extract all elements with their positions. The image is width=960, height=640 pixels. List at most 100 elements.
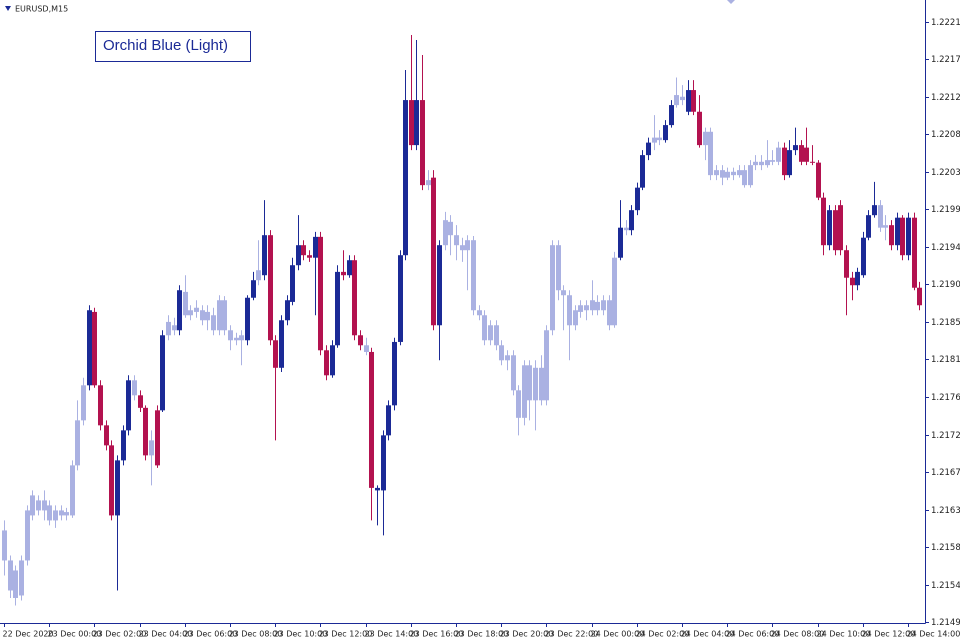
candle-body <box>205 311 210 321</box>
candle-body <box>595 301 600 311</box>
x-tick-label: 23 Dec 08:00 <box>229 630 283 639</box>
candle-body <box>138 395 143 408</box>
candle-body <box>256 270 261 281</box>
candle-body <box>635 187 640 211</box>
candle-body <box>833 210 838 251</box>
y-tick-label: 1.22080 <box>931 130 960 140</box>
candle-body <box>109 445 114 516</box>
y-tick-label: 1.21855 <box>931 318 960 328</box>
title-box <box>95 31 251 62</box>
x-tick-label: 23 Dec 20:00 <box>500 630 554 639</box>
x-tick-label: 23 Dec 06:00 <box>184 630 238 639</box>
candle-body <box>720 170 725 178</box>
candle-body <box>398 255 403 342</box>
candle-body <box>494 325 499 346</box>
candle-body <box>731 171 736 176</box>
candle-body <box>697 111 702 146</box>
y-tick-label: 1.21675 <box>931 468 960 478</box>
candle-body <box>578 305 583 312</box>
candle-body <box>188 310 193 316</box>
candle-body <box>251 280 256 298</box>
candle-body <box>160 335 165 411</box>
candle-body <box>511 355 516 391</box>
candle-body <box>87 310 92 386</box>
candle-body <box>753 161 758 166</box>
candle-body <box>431 177 436 326</box>
x-tick-label: 23 Dec 22:00 <box>545 630 599 639</box>
candle-body <box>13 570 18 598</box>
candle-body <box>861 237 866 276</box>
candle-body <box>607 300 612 326</box>
y-tick-label: 1.21630 <box>931 506 960 516</box>
candle-body <box>296 245 301 266</box>
candle-body <box>222 300 227 331</box>
candle-body <box>550 245 555 331</box>
x-tick-label: 24 Dec 10:00 <box>817 630 871 639</box>
candle-body <box>47 505 52 521</box>
candle-body <box>166 321 171 336</box>
candle-body <box>448 221 453 236</box>
x-tick-label: 24 Dec 00:00 <box>591 630 645 639</box>
candle-body <box>30 495 35 516</box>
candle-body <box>776 147 781 162</box>
x-tick-label: 24 Dec 06:00 <box>726 630 780 639</box>
candle-body <box>352 260 357 336</box>
candle-body <box>307 255 312 258</box>
y-tick-label: 1.22125 <box>931 93 960 103</box>
symbol-label: EURUSD,M15 <box>15 5 68 14</box>
candle-body <box>437 245 442 326</box>
candle-body <box>115 460 120 516</box>
candle-body <box>912 217 917 288</box>
candle-body <box>75 420 80 466</box>
candle-body <box>19 560 24 596</box>
x-tick-label: 23 Dec 10:00 <box>274 630 328 639</box>
candle-body <box>821 197 826 246</box>
candle-body <box>228 330 233 341</box>
candle-body <box>347 260 352 276</box>
y-tick-label: 1.22035 <box>931 168 960 178</box>
candle-body <box>691 90 696 112</box>
candle-body <box>584 305 589 311</box>
candle-body <box>121 430 126 461</box>
candle-body <box>646 142 651 156</box>
candle-body <box>42 500 47 511</box>
candle-body <box>793 145 798 151</box>
candle-body <box>64 512 69 516</box>
candle-body <box>143 407 148 456</box>
x-tick-label: 22 Dec 2020 <box>3 630 54 639</box>
candle-body <box>674 95 679 106</box>
candle-body <box>527 365 532 401</box>
candle-body <box>262 235 267 276</box>
candle-body <box>386 405 391 436</box>
x-tick-label: 24 Dec 12:00 <box>862 630 916 639</box>
candle-body <box>217 300 222 331</box>
candle-body <box>301 245 306 256</box>
candle-body <box>680 96 685 101</box>
candle-body <box>465 240 470 251</box>
candle-body <box>816 162 821 198</box>
candle-body <box>742 170 747 186</box>
candle-body <box>906 217 911 256</box>
y-tick-label: 1.21720 <box>931 431 960 441</box>
candle-body <box>279 320 284 368</box>
candle-body <box>708 131 713 176</box>
candle-body <box>364 345 369 352</box>
candle-body <box>810 161 815 163</box>
candle-body <box>2 530 7 561</box>
candle-body <box>392 341 397 406</box>
candle-body <box>420 100 425 186</box>
y-tick-label: 1.21945 <box>931 243 960 253</box>
candle-body <box>211 315 216 331</box>
candle-body <box>194 307 199 312</box>
candle-body <box>561 290 566 296</box>
candle-body <box>872 205 877 216</box>
candle-body <box>663 125 668 141</box>
candle-body <box>318 236 323 351</box>
candle-body <box>126 380 131 431</box>
candle-body <box>725 171 730 178</box>
candle-body <box>98 385 103 426</box>
y-tick-label: 1.21990 <box>931 205 960 215</box>
candle-body <box>104 425 109 446</box>
candle-body <box>878 205 883 228</box>
candle-body <box>838 205 843 251</box>
